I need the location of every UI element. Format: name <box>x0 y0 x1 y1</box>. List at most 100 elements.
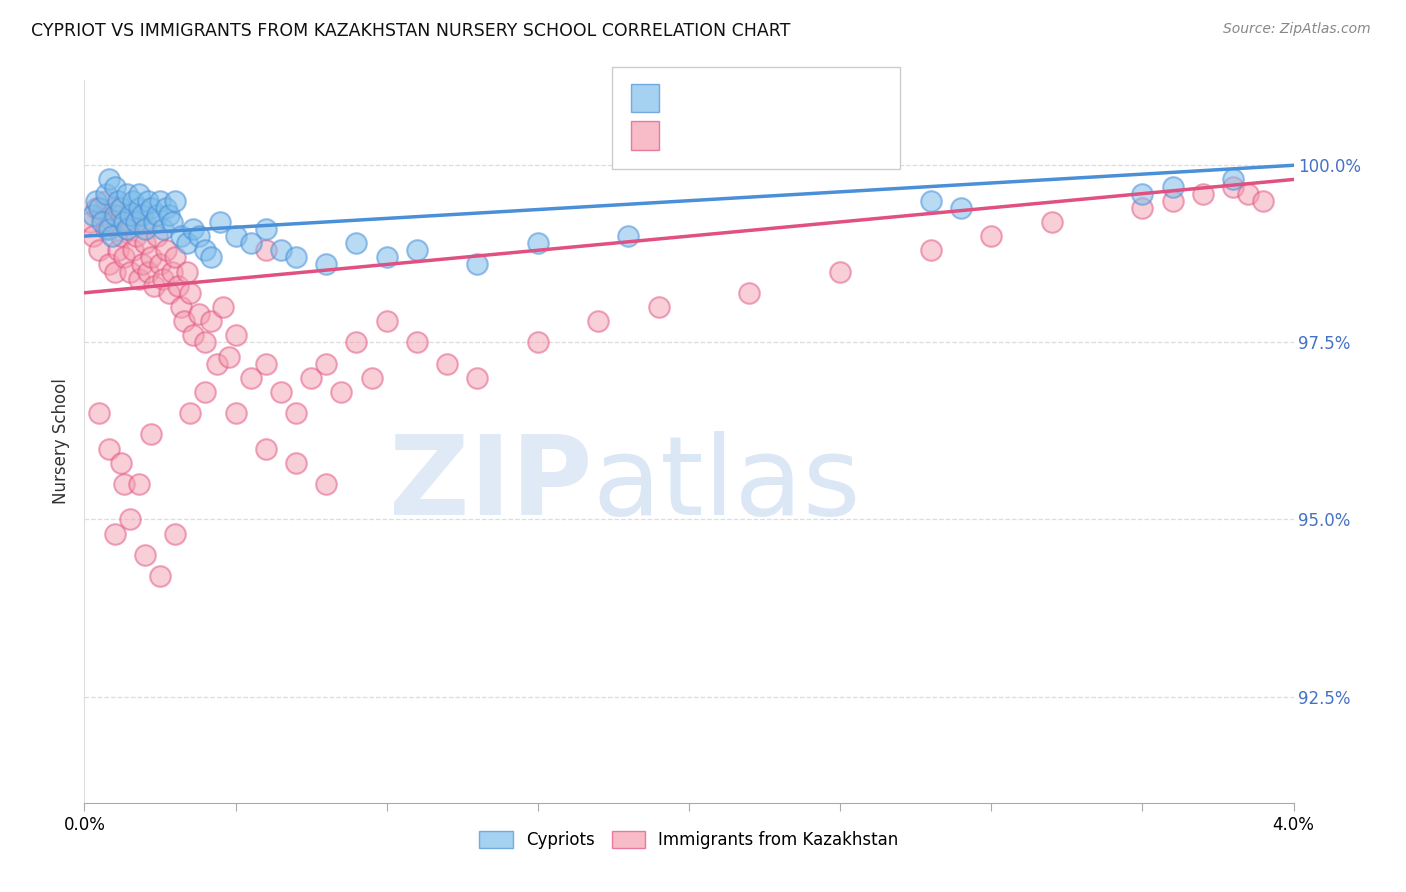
Point <box>346 236 368 251</box>
Point <box>110 456 132 470</box>
Point <box>1237 186 1260 201</box>
Point <box>149 569 172 583</box>
Point <box>131 257 153 271</box>
Point <box>1161 194 1184 208</box>
Point <box>588 314 610 328</box>
Point <box>1132 186 1154 201</box>
Point <box>270 384 292 399</box>
Point <box>136 264 159 278</box>
Point <box>134 548 156 562</box>
Point <box>284 251 308 265</box>
Point <box>115 186 138 201</box>
Point <box>1161 179 1184 194</box>
Point <box>375 314 398 328</box>
Point <box>110 201 132 215</box>
Point <box>121 244 143 258</box>
Point <box>200 251 222 265</box>
Point <box>194 384 217 399</box>
Point <box>1040 215 1063 229</box>
Point <box>152 271 174 285</box>
Point <box>181 328 204 343</box>
Point <box>167 278 190 293</box>
Point <box>527 236 550 251</box>
Point <box>284 456 308 470</box>
Point <box>207 357 229 371</box>
Point <box>165 251 187 265</box>
Point <box>181 222 204 236</box>
Point <box>315 357 337 371</box>
Point <box>1132 201 1154 215</box>
Point <box>170 229 193 244</box>
Point <box>139 427 162 442</box>
Point <box>920 244 942 258</box>
Point <box>142 215 165 229</box>
Point <box>157 208 180 222</box>
Point <box>94 186 117 201</box>
Point <box>950 201 973 215</box>
Point <box>149 257 172 271</box>
Point <box>155 201 177 215</box>
Point <box>128 271 150 285</box>
Point <box>170 300 193 314</box>
Point <box>91 208 114 222</box>
Point <box>115 222 138 236</box>
Point <box>112 215 135 229</box>
Point <box>139 201 162 215</box>
Point <box>134 222 156 236</box>
Text: atlas: atlas <box>592 432 860 539</box>
Point <box>118 215 141 229</box>
Point <box>100 215 122 229</box>
Legend: Cypriots, Immigrants from Kazakhstan: Cypriots, Immigrants from Kazakhstan <box>472 824 905 856</box>
Point <box>330 384 353 399</box>
Point <box>107 244 129 258</box>
Point <box>134 215 156 229</box>
Point <box>97 257 120 271</box>
Point <box>97 172 120 186</box>
Point <box>254 442 277 456</box>
Point <box>152 222 174 236</box>
Point <box>194 335 217 350</box>
Point <box>149 194 172 208</box>
Point <box>225 229 247 244</box>
Point <box>89 406 111 420</box>
Point <box>188 307 211 321</box>
Point <box>738 285 761 300</box>
Point <box>165 194 187 208</box>
Point <box>1253 194 1275 208</box>
Point <box>104 264 127 278</box>
Point <box>125 215 148 229</box>
Point <box>131 208 153 222</box>
Point <box>110 229 132 244</box>
Point <box>89 244 111 258</box>
Point <box>104 201 127 215</box>
Point <box>239 236 262 251</box>
Point <box>315 477 337 491</box>
Text: R = 0.395   N = 56: R = 0.395 N = 56 <box>666 86 851 103</box>
Point <box>406 335 429 350</box>
Point <box>86 201 108 215</box>
Point <box>118 264 141 278</box>
Point <box>467 257 489 271</box>
Point <box>254 244 277 258</box>
Point <box>527 335 550 350</box>
Text: R = 0.456   N = 93: R = 0.456 N = 93 <box>666 120 851 138</box>
Point <box>218 350 240 364</box>
Point <box>188 229 211 244</box>
Point <box>100 229 122 244</box>
Point <box>94 222 117 236</box>
Point <box>179 285 201 300</box>
Point <box>1222 179 1244 194</box>
Text: CYPRIOT VS IMMIGRANTS FROM KAZAKHSTAN NURSERY SCHOOL CORRELATION CHART: CYPRIOT VS IMMIGRANTS FROM KAZAKHSTAN NU… <box>31 22 790 40</box>
Point <box>360 371 382 385</box>
Point <box>436 357 458 371</box>
Point <box>315 257 337 271</box>
Point <box>97 222 120 236</box>
Point <box>128 477 150 491</box>
Point <box>254 357 277 371</box>
Point <box>112 251 135 265</box>
Point <box>125 229 148 244</box>
Point <box>104 526 127 541</box>
Point <box>209 215 232 229</box>
Point <box>176 236 198 251</box>
Point <box>134 236 156 251</box>
